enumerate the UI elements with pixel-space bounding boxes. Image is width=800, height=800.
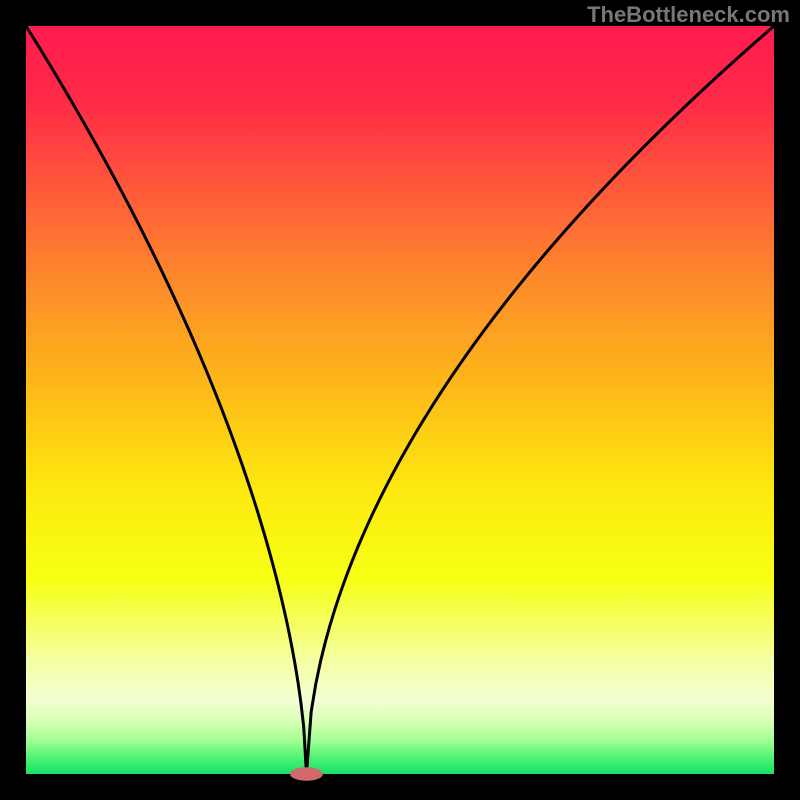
plot-background bbox=[26, 26, 774, 774]
watermark: TheBottleneck.com bbox=[587, 2, 790, 27]
chart-svg: TheBottleneck.com bbox=[0, 0, 800, 800]
chart-stage: TheBottleneck.com bbox=[0, 0, 800, 800]
optimal-marker bbox=[290, 767, 323, 780]
